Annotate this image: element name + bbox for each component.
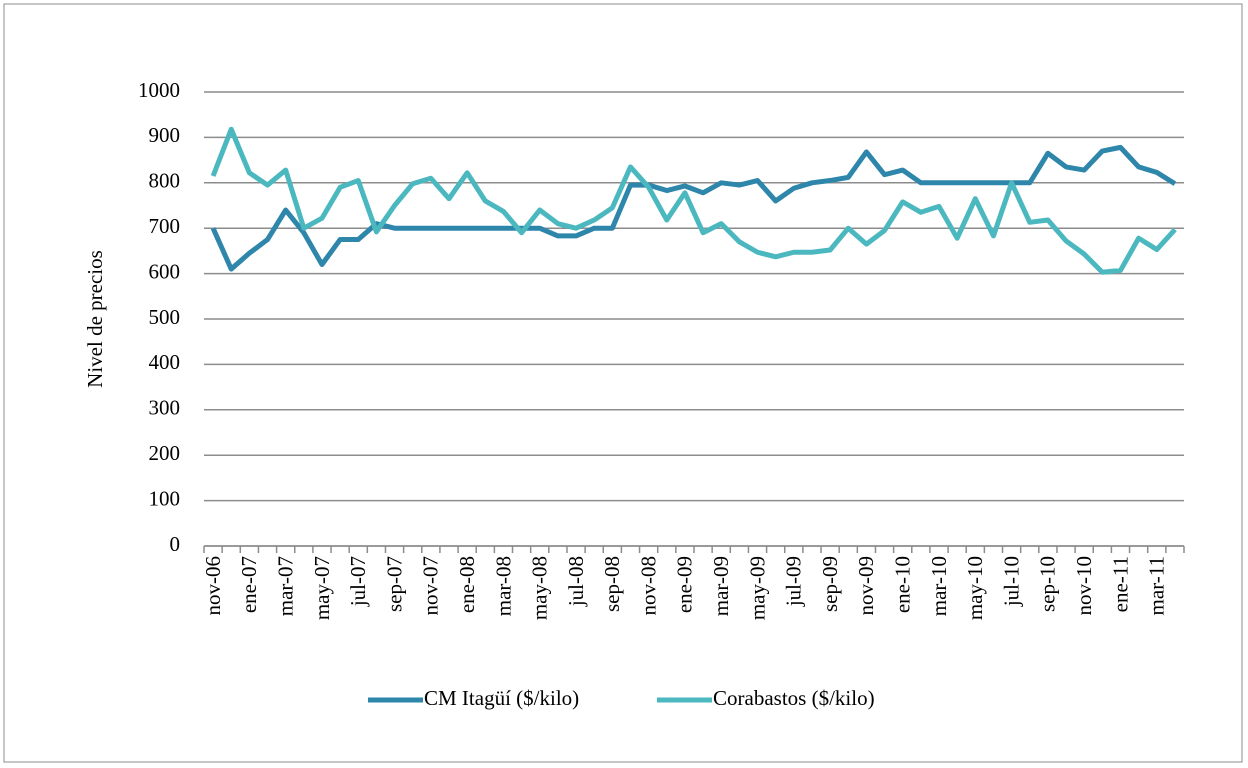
x-tick-label: jul-09	[782, 556, 806, 607]
x-tick-label: nov-08	[636, 556, 660, 616]
x-tick-label: jul-08	[564, 556, 588, 607]
y-axis-label: Nivel de precios	[83, 250, 107, 388]
x-tick-label: may-08	[528, 556, 552, 620]
x-tick-label: jul-10	[999, 556, 1023, 607]
y-tick-label: 700	[149, 214, 181, 238]
x-tick-label: mar-11	[1145, 556, 1169, 615]
y-tick-label: 300	[149, 396, 181, 420]
x-tick-label: mar-08	[491, 556, 515, 616]
x-tick-label: nov-10	[1072, 556, 1096, 616]
y-tick-label: 1000	[138, 78, 180, 102]
x-tick-label: may-10	[963, 556, 987, 620]
x-tick-label: sep-08	[600, 556, 624, 612]
x-tick-label: ene-10	[891, 556, 915, 613]
x-tick-label: may-09	[745, 556, 769, 620]
legend-label: CM Itagüí ($/kilo)	[424, 686, 579, 710]
y-tick-label: 900	[149, 123, 181, 147]
x-tick-label: mar-07	[273, 556, 297, 616]
chart-border	[3, 3, 1243, 763]
x-tick-label: nov-09	[854, 556, 878, 616]
y-tick-label: 400	[149, 350, 181, 374]
x-tick-label: mar-10	[927, 556, 951, 616]
x-tick-label: sep-10	[1036, 556, 1060, 612]
series-line	[210, 126, 1177, 275]
y-tick-label: 600	[149, 259, 181, 283]
y-tick-label: 0	[170, 532, 181, 556]
y-tick-label: 500	[149, 305, 181, 329]
x-tick-label: sep-09	[818, 556, 842, 612]
x-tick-label: ene-08	[455, 556, 479, 613]
x-tick-label: nov-07	[419, 556, 443, 616]
x-tick-label: jul-07	[346, 556, 370, 607]
x-tick-label: nov-06	[201, 556, 225, 616]
x-tick-label: sep-07	[382, 556, 406, 612]
x-tick-label: mar-09	[709, 556, 733, 616]
x-tick-label: ene-09	[673, 556, 697, 613]
y-tick-label: 100	[149, 486, 181, 510]
y-tick-label: 800	[149, 169, 181, 193]
x-tick-label: may-07	[310, 556, 334, 620]
x-tick-label: ene-11	[1108, 556, 1132, 612]
legend-label: Corabastos ($/kilo)	[713, 686, 875, 710]
y-tick-label: 200	[149, 441, 181, 465]
x-tick-label: ene-07	[237, 556, 261, 613]
